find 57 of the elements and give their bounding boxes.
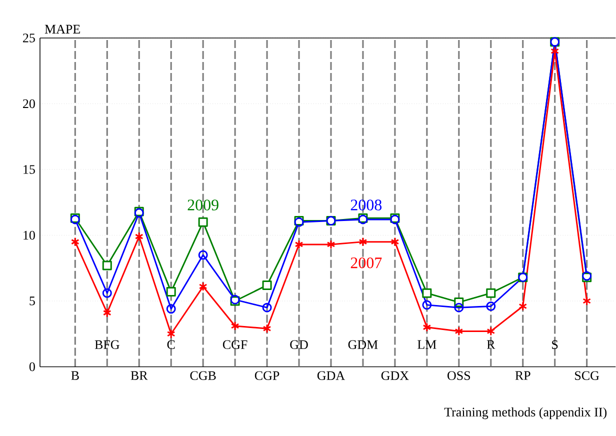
point [262, 324, 272, 334]
x-tick-label: CGF [222, 340, 248, 350]
y-tick-label: 0 [29, 362, 35, 372]
y-tick-label: 20 [23, 99, 35, 108]
x-tick-label: B [71, 371, 79, 380]
point [326, 240, 336, 250]
x-tick-label: GDM [348, 340, 378, 350]
series-label: 2007 [350, 258, 382, 268]
point [390, 237, 400, 247]
point [262, 302, 272, 312]
x-tick-label: GD [290, 340, 308, 350]
point [102, 288, 112, 298]
x-tick-label: CGP [254, 371, 280, 380]
series-label: 2009 [188, 200, 218, 211]
point [422, 322, 432, 332]
point [454, 302, 464, 312]
point [294, 240, 304, 250]
point [582, 296, 592, 306]
point [518, 302, 528, 312]
point [422, 300, 432, 310]
point [70, 237, 80, 247]
x-tick-label: RP [515, 371, 530, 380]
point [102, 260, 112, 270]
point [198, 250, 208, 260]
y-tick-label: 5 [30, 296, 35, 306]
point [486, 326, 496, 336]
x-axis-title: Training methods (appendix II) [444, 408, 607, 420]
x-tick-label: R [486, 340, 496, 349]
point [198, 282, 208, 292]
point [102, 308, 112, 318]
y-axis-title: MAPE [44, 25, 80, 34]
y-tick-label: 25 [23, 34, 35, 42]
x-tick-label: GDA [317, 371, 345, 380]
x-tick-label: CGB [190, 371, 216, 380]
point [454, 326, 464, 336]
point [166, 329, 176, 339]
point [486, 302, 496, 312]
point [422, 288, 432, 298]
point [486, 288, 496, 298]
x-tick-label: BR [130, 371, 148, 380]
point [166, 304, 176, 314]
x-tick-label: OSS [448, 371, 470, 380]
point [166, 287, 176, 297]
x-tick-label: S [552, 340, 558, 350]
point [358, 237, 368, 247]
point [134, 232, 144, 242]
y-tick-label: 15 [24, 165, 35, 174]
point [262, 280, 272, 290]
x-tick-label: LM [418, 340, 436, 349]
x-tick-label: GDX [381, 371, 409, 380]
y-tick-label: 10 [24, 231, 35, 240]
point [230, 321, 240, 331]
x-tick-label: C [167, 340, 175, 350]
x-tick-label: BFG [94, 340, 120, 350]
series-label: 2008 [350, 200, 382, 211]
point [198, 217, 208, 227]
x-tick-label: SCG [575, 371, 600, 380]
